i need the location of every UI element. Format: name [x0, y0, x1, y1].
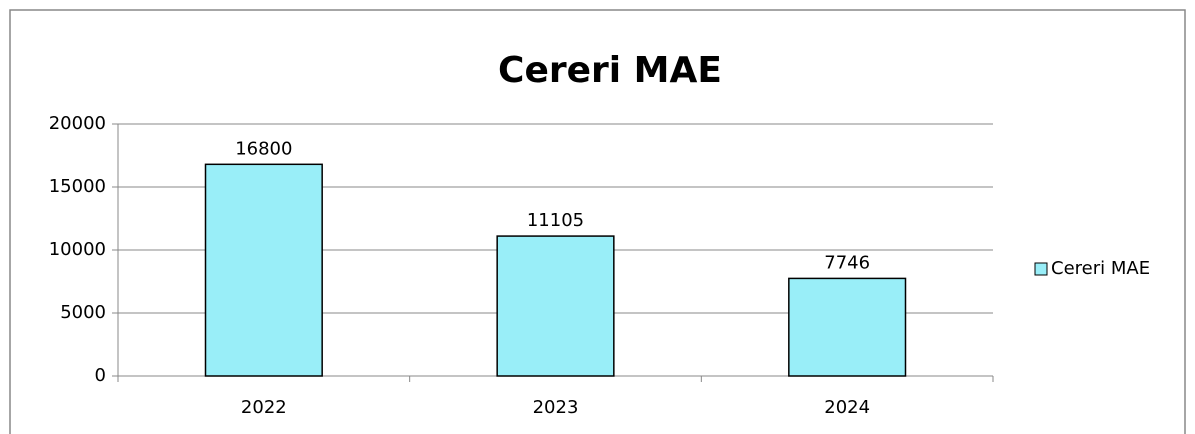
bar: [788, 277, 907, 377]
chart-title: Cereri MAE: [498, 50, 722, 91]
legend-swatch: [1034, 262, 1048, 276]
x-tick-label: 2022: [241, 397, 287, 418]
x-tick-label: 2024: [824, 397, 870, 418]
y-tick-label: 0: [95, 365, 106, 386]
data-label: 7746: [824, 252, 870, 273]
y-tick-label: 10000: [49, 239, 106, 260]
data-label: 16800: [235, 138, 292, 159]
legend-label: Cereri MAE: [1051, 258, 1150, 279]
bar: [204, 163, 323, 377]
y-tick-label: 20000: [49, 113, 106, 134]
bar: [496, 235, 615, 377]
data-label: 11105: [527, 210, 584, 231]
x-tick-label: 2023: [533, 397, 579, 418]
y-tick-label: 5000: [60, 302, 106, 323]
chart-frame: [9, 9, 1186, 434]
y-tick-label: 15000: [49, 176, 106, 197]
